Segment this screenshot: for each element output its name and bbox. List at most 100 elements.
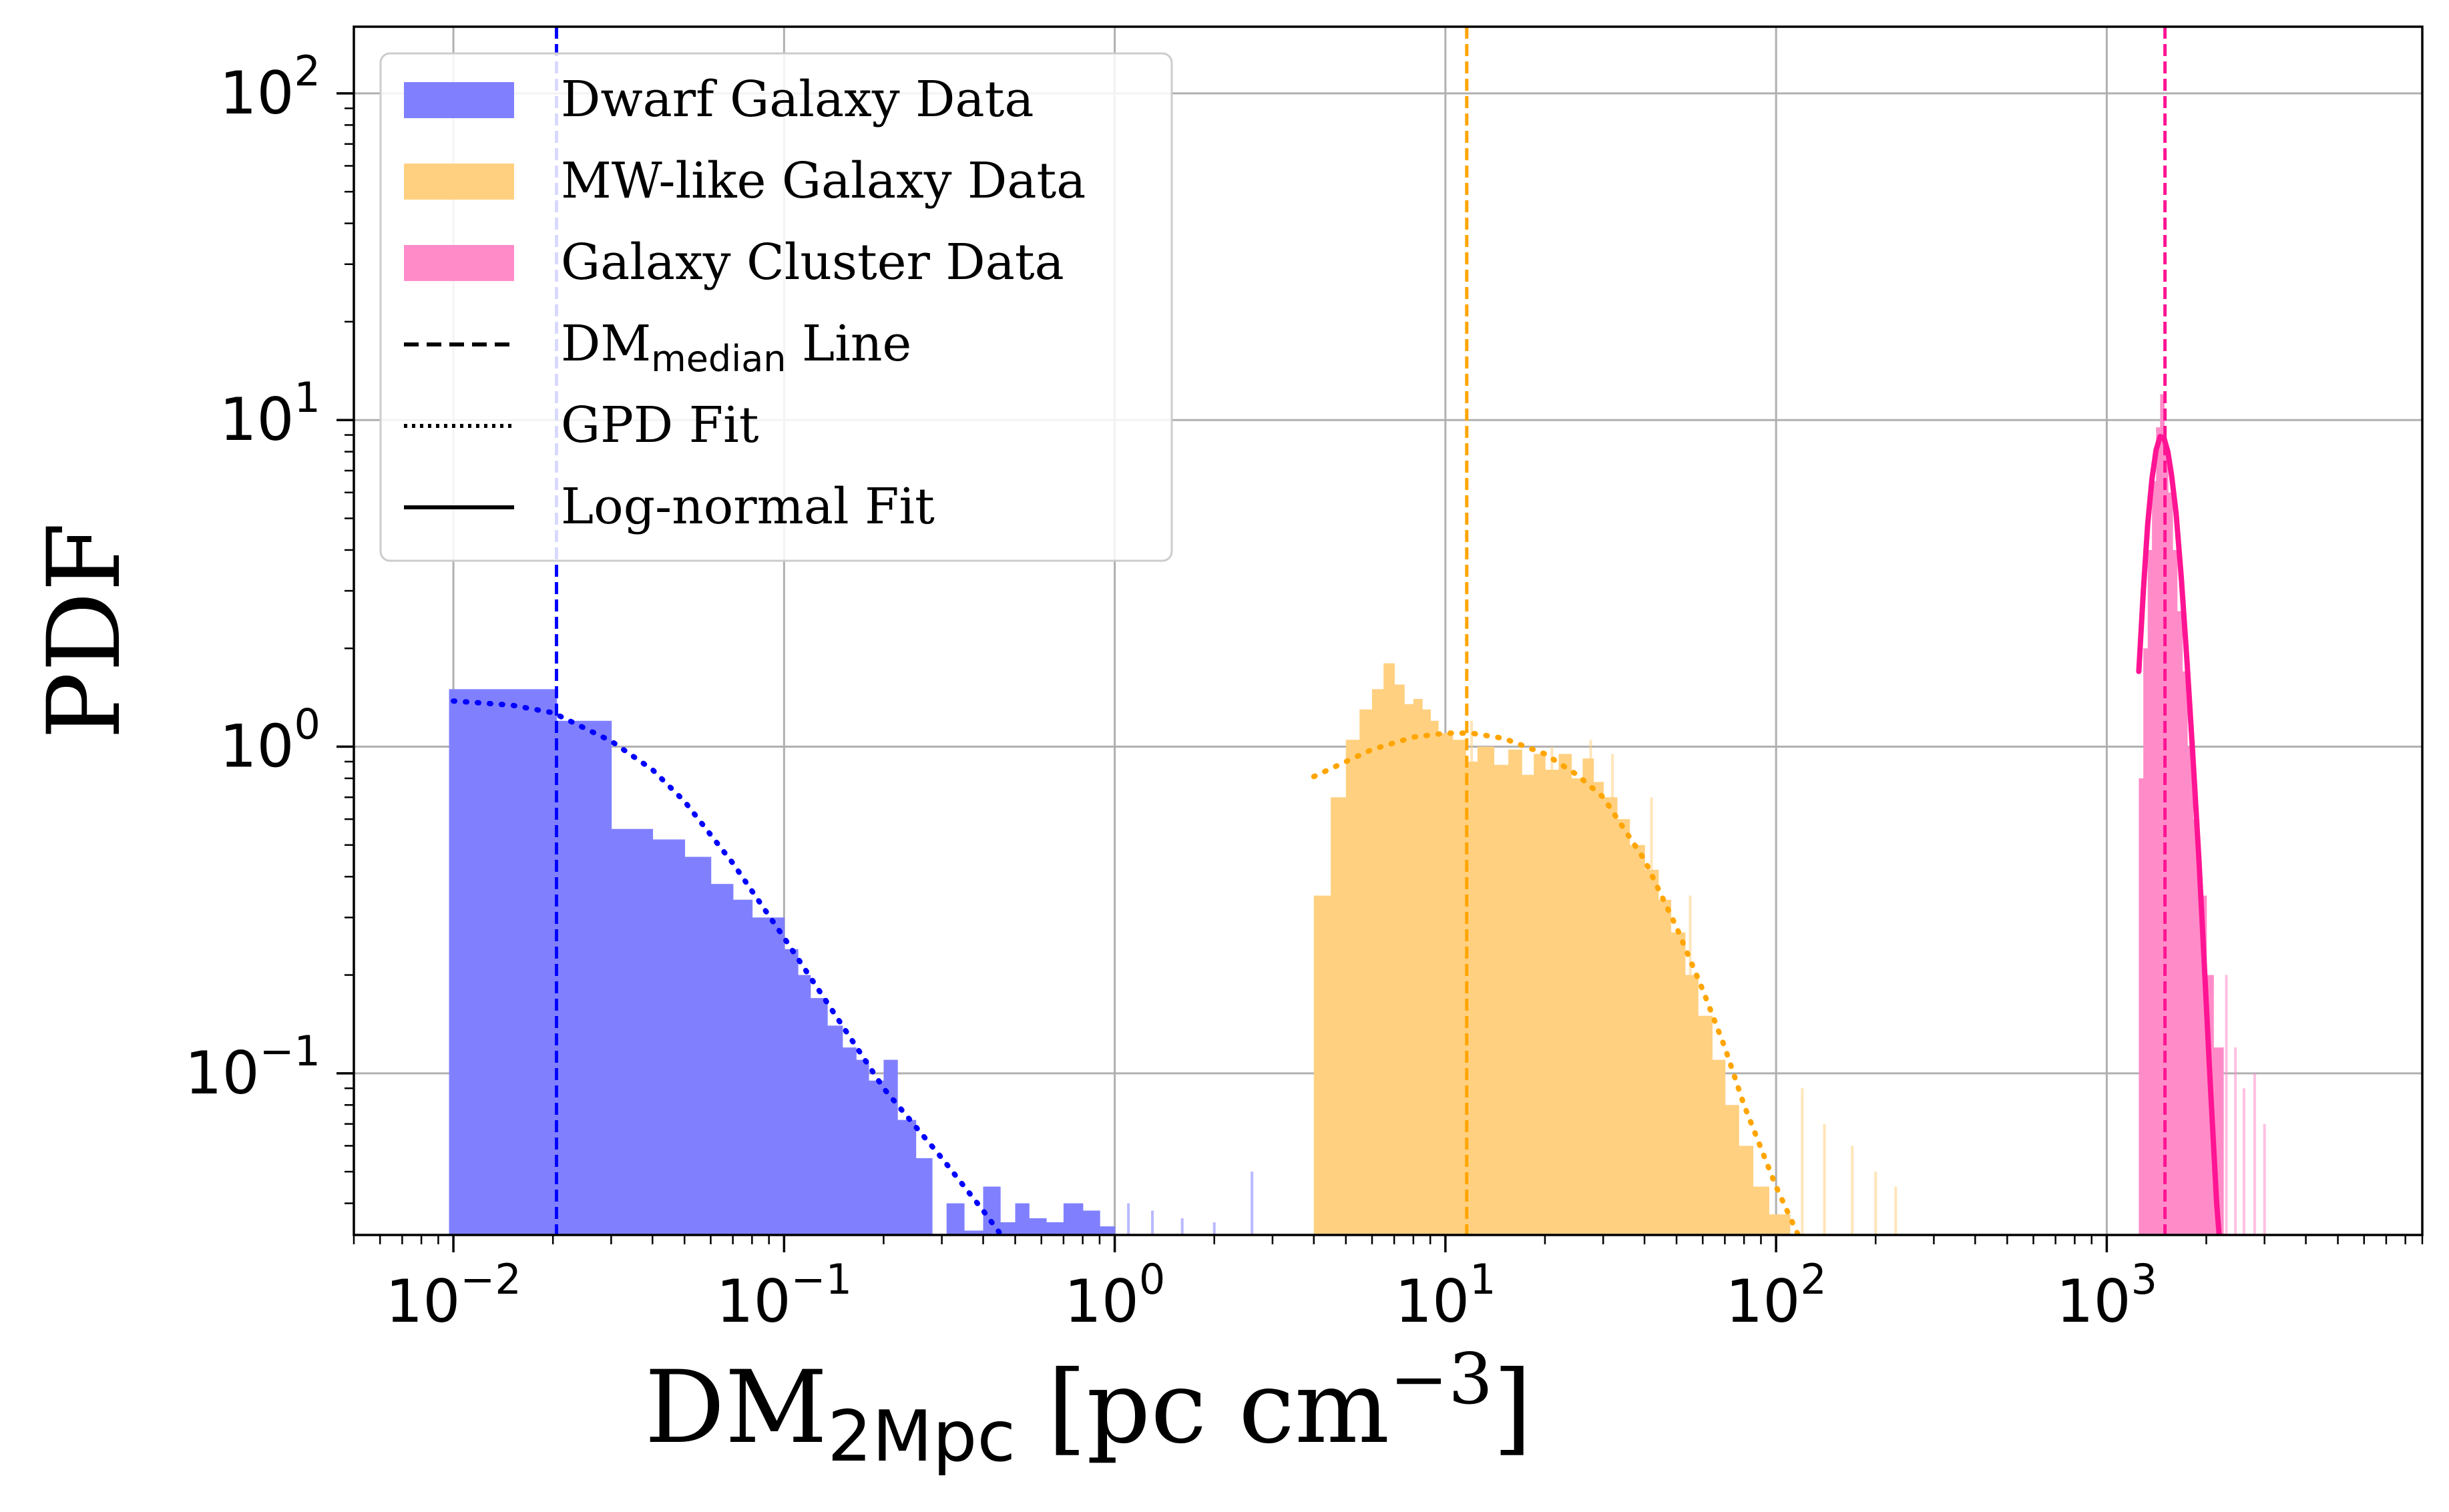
bar bbox=[810, 998, 828, 1235]
y-tick-label-base: 10 bbox=[220, 59, 294, 128]
lognormal-fit-line bbox=[2136, 434, 2222, 1235]
y-tick-label-exp: 2 bbox=[294, 47, 320, 95]
bar bbox=[1452, 740, 1466, 1235]
bar bbox=[768, 917, 785, 1235]
bar bbox=[856, 1059, 869, 1235]
bar bbox=[1403, 704, 1414, 1235]
bar bbox=[1477, 746, 1495, 1235]
bar bbox=[1508, 749, 1522, 1235]
bar-spike bbox=[2242, 1088, 2245, 1235]
bar-spike bbox=[1251, 1172, 1254, 1235]
bar bbox=[868, 1080, 885, 1235]
legend-label-dwarf: Dwarf Galaxy Data bbox=[561, 71, 1034, 128]
y-tick-label: 101 bbox=[220, 373, 320, 454]
bar bbox=[1658, 899, 1672, 1235]
legend-handle-patch bbox=[404, 164, 514, 200]
legend-handle-patch bbox=[404, 82, 514, 118]
x-tick-label-base: 10 bbox=[2056, 1267, 2131, 1336]
bar bbox=[556, 720, 612, 1235]
x-tick-label-exp: 2 bbox=[1800, 1255, 1826, 1304]
bar-spike bbox=[1823, 1123, 1826, 1235]
bar bbox=[1522, 774, 1534, 1235]
legend-handle-patch bbox=[404, 245, 514, 281]
bar bbox=[1099, 1226, 1116, 1235]
bar bbox=[1738, 1146, 1753, 1235]
bar bbox=[1753, 1186, 1769, 1235]
bar-spike bbox=[2253, 1073, 2256, 1235]
bar bbox=[652, 839, 686, 1235]
x-axis-title-main: DM bbox=[644, 1350, 827, 1466]
bar-spike bbox=[1689, 895, 1692, 1235]
x-axis-title-close: ] bbox=[1493, 1350, 1532, 1466]
bar bbox=[1769, 1214, 1791, 1235]
bar bbox=[1359, 709, 1373, 1235]
bar bbox=[1616, 819, 1630, 1235]
bar bbox=[2172, 549, 2178, 1235]
legend-label-median: DMmedian Line bbox=[561, 315, 911, 380]
bar bbox=[842, 1047, 857, 1235]
y-tick-label-base: 10 bbox=[220, 385, 294, 454]
bar-spike bbox=[1470, 720, 1474, 1235]
bar bbox=[2160, 394, 2165, 1235]
legend-label-mw: MW-like Galaxy Data bbox=[561, 152, 1086, 210]
bar bbox=[1372, 689, 1385, 1235]
bar bbox=[2143, 648, 2149, 1235]
bar bbox=[1603, 797, 1618, 1235]
bar-spike bbox=[1550, 746, 1554, 1235]
bar bbox=[897, 1119, 917, 1235]
x-tick-label: 101 bbox=[1395, 1255, 1496, 1336]
axis-ticks bbox=[337, 92, 2424, 1252]
legend-box bbox=[379, 52, 1173, 562]
bar-spike bbox=[1611, 754, 1614, 1235]
y-tick-label: 102 bbox=[220, 47, 320, 128]
bar bbox=[946, 1203, 965, 1235]
x-tick-label: 102 bbox=[1725, 1255, 1826, 1336]
legend-label-median-main: DM bbox=[561, 315, 651, 372]
bar-spike bbox=[1589, 740, 1592, 1235]
x-tick-label: 100 bbox=[1064, 1255, 1165, 1336]
x-tick-label: 103 bbox=[2056, 1255, 2157, 1336]
gpd-fit-line bbox=[1311, 730, 1801, 1235]
x-tick-label-base: 10 bbox=[1064, 1267, 1139, 1336]
bar bbox=[1345, 740, 1361, 1235]
x-axis-title: DM2Mpc [pc cm−3] bbox=[644, 1338, 1532, 1477]
y-tick-label-base: 10 bbox=[220, 712, 294, 781]
y-tick-label: 100 bbox=[220, 700, 320, 781]
bar bbox=[1725, 1105, 1739, 1235]
bar-spike bbox=[1851, 1146, 1854, 1235]
bar bbox=[999, 1222, 1016, 1235]
bar-spike bbox=[1874, 1172, 1877, 1235]
bar bbox=[2182, 671, 2188, 1235]
bar-spike bbox=[1151, 1210, 1154, 1235]
legend-label-median-sub: median bbox=[651, 338, 786, 380]
y-tick-label-base: 10 bbox=[185, 1039, 260, 1107]
x-tick-label-exp: 1 bbox=[1470, 1255, 1496, 1304]
bar bbox=[784, 949, 799, 1235]
bar bbox=[752, 917, 770, 1235]
bar bbox=[1534, 754, 1546, 1235]
bar bbox=[1082, 1210, 1100, 1235]
bar-spike bbox=[1127, 1203, 1130, 1235]
bar bbox=[611, 828, 654, 1235]
bar bbox=[710, 884, 734, 1235]
bar bbox=[2193, 819, 2200, 1235]
bar bbox=[1494, 764, 1509, 1235]
x-tick-label-base: 10 bbox=[716, 1267, 791, 1336]
x-tick-label-base: 10 bbox=[385, 1267, 460, 1336]
bar bbox=[2199, 895, 2207, 1235]
gpd-fit-line bbox=[451, 698, 1005, 1235]
bar bbox=[1331, 797, 1347, 1235]
bar bbox=[1437, 733, 1454, 1235]
series-dwarf-bars bbox=[449, 689, 1254, 1235]
legend: Dwarf Galaxy Data MW-like Galaxy Data Ga… bbox=[379, 52, 1173, 562]
bar bbox=[1697, 1015, 1713, 1235]
x-tick-label: 10−2 bbox=[385, 1255, 521, 1336]
bar bbox=[1413, 699, 1423, 1235]
x-axis-title-sup: −3 bbox=[1389, 1338, 1493, 1420]
bar-spike bbox=[1212, 1222, 1216, 1235]
legend-label-median-after: Line bbox=[787, 315, 912, 372]
bar bbox=[1671, 932, 1686, 1235]
bar bbox=[449, 689, 558, 1235]
bar bbox=[1046, 1222, 1064, 1235]
bar bbox=[915, 1158, 933, 1235]
